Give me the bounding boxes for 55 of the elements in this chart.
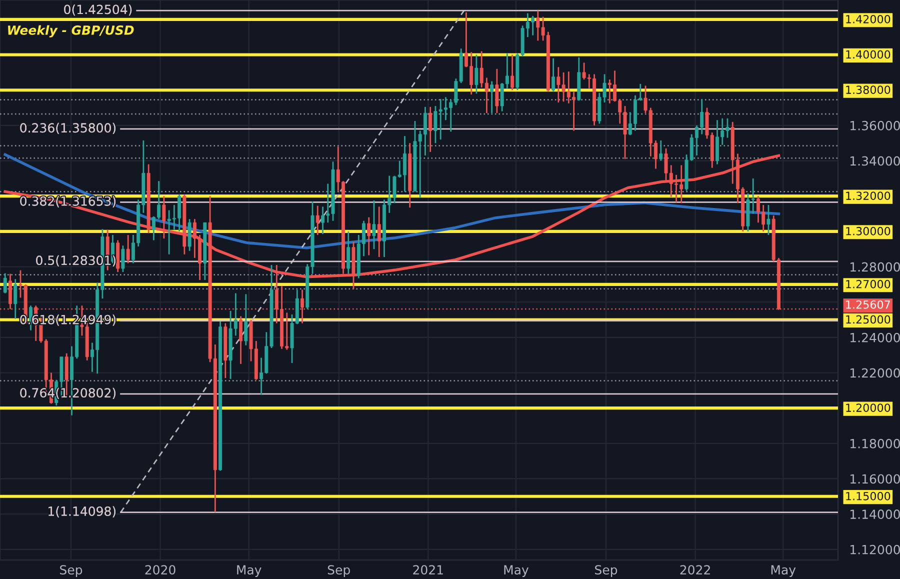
candlestick <box>316 205 320 236</box>
ref-line-label: 1.25000 <box>846 315 890 324</box>
series-label: 0.236(1.35800) <box>20 122 116 134</box>
ref-line-label: 1.30000 <box>846 226 890 236</box>
candlestick <box>766 204 770 236</box>
candlestick <box>126 234 130 264</box>
candlestick <box>510 54 514 91</box>
ref-line-label: 1.32000 <box>846 192 890 200</box>
candlestick <box>188 218 192 252</box>
candlestick <box>490 80 494 114</box>
y-tick-label: 1.16000 <box>850 474 900 484</box>
ref-line-label: 1.20000 <box>846 404 890 412</box>
candlestick <box>162 195 166 240</box>
series-label: 1(1.14098) <box>48 506 116 518</box>
candlestick <box>474 54 478 94</box>
x-tick-label: May <box>237 565 262 577</box>
candlestick <box>244 293 248 346</box>
candlestick <box>372 200 376 250</box>
x-tick-label: May <box>504 565 529 577</box>
ref-line-label: 1.27000 <box>846 280 890 288</box>
candlestick <box>346 230 350 275</box>
ref-line-label: 1.38000 <box>846 86 890 94</box>
ref-line-label: 1.40000 <box>846 50 890 59</box>
x-tick-label: 2021 <box>413 565 443 575</box>
y-tick-label: 1.36000 <box>850 120 900 130</box>
candlestick <box>3 272 7 294</box>
candlestick <box>428 106 432 153</box>
candlestick <box>239 316 243 365</box>
candlestick <box>659 140 663 162</box>
candlestick <box>495 68 499 114</box>
y-tick-label: 1.34000 <box>850 156 900 166</box>
candlestick <box>377 206 381 258</box>
x-tick-label: Sep <box>60 565 82 577</box>
candlestick <box>14 278 18 320</box>
series-label: 0.618(1.24949) <box>20 314 116 326</box>
x-tick-label: Sep <box>328 565 350 577</box>
ref-line-label: 1.25607 <box>846 300 890 309</box>
ref-line-label: 1.15000 <box>846 492 890 500</box>
text: Weekly - GBP/USD <box>8 25 134 38</box>
candlestick <box>121 244 125 273</box>
y-tick-label: 1.22000 <box>850 368 900 378</box>
y-tick-label: 1.24000 <box>850 332 900 342</box>
y-tick-label: 1.12000 <box>850 544 900 554</box>
y-tick-label: 1.14000 <box>850 510 900 519</box>
x-tick-label: 2020 <box>145 565 176 575</box>
candlestick <box>367 216 371 256</box>
candlestick <box>552 58 556 93</box>
series-label: 0(1.42504) <box>64 4 132 16</box>
x-tick-label: Sep <box>595 565 618 577</box>
y-tick-label: 1.28000 <box>850 262 900 272</box>
y-tick-label: 1.18000 <box>850 438 900 448</box>
line-series <box>4 153 780 250</box>
x-tick-label: 2022 <box>680 565 710 575</box>
ref-line-label: 1.42000 <box>846 14 890 24</box>
x-tick-label: May <box>771 565 796 577</box>
